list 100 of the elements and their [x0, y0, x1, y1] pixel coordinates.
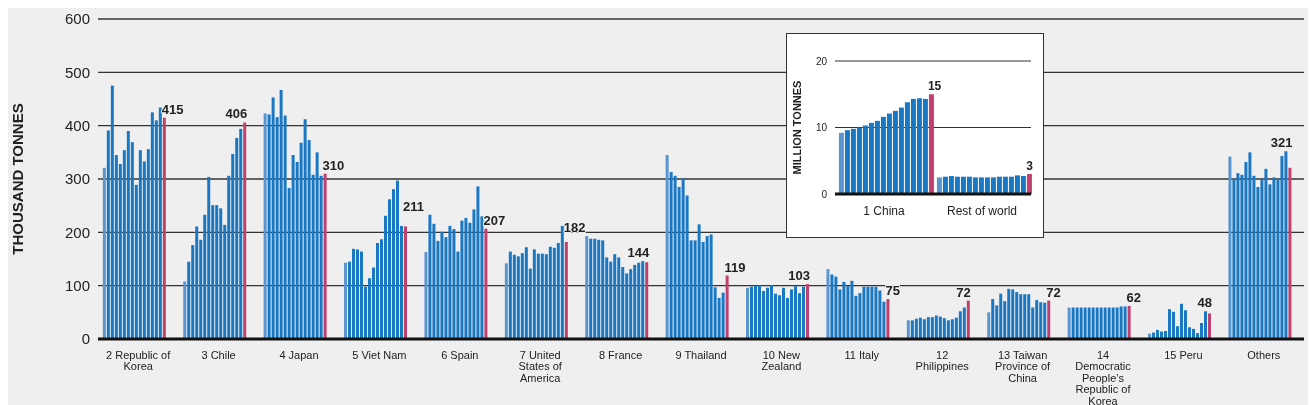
data-label: 207 — [483, 212, 506, 228]
bar — [1079, 307, 1083, 339]
bar — [750, 286, 754, 339]
data-label: 75 — [885, 283, 900, 298]
bar — [207, 176, 211, 339]
bar — [1288, 167, 1292, 339]
bar — [766, 287, 770, 339]
bar — [629, 269, 633, 339]
bar — [1043, 302, 1047, 339]
bar — [665, 155, 669, 339]
bar — [870, 286, 874, 339]
bar — [1099, 307, 1103, 339]
data-label: 48 — [1197, 295, 1213, 311]
bar — [637, 262, 641, 339]
bar — [950, 319, 954, 339]
x-tick-label: 8 France — [598, 348, 643, 361]
bar — [476, 186, 480, 339]
bar — [1095, 307, 1099, 339]
bar — [918, 317, 922, 339]
bar — [279, 89, 283, 339]
bar — [1067, 307, 1071, 339]
bar — [958, 311, 962, 339]
bar — [806, 284, 810, 339]
bar — [516, 256, 520, 339]
bar — [874, 286, 878, 339]
bar — [560, 225, 564, 339]
bar — [396, 180, 400, 339]
bar — [291, 155, 295, 339]
bar — [1228, 156, 1232, 339]
bar — [910, 320, 914, 339]
data-label: 406 — [225, 106, 248, 122]
bar — [613, 254, 617, 339]
x-tick-label: 13 Taiwan Province of China — [995, 348, 1052, 384]
bar — [126, 131, 130, 339]
bar — [1091, 307, 1095, 339]
bar — [1172, 311, 1176, 339]
bar — [754, 285, 758, 339]
data-label: 211 — [403, 198, 425, 214]
bar — [564, 241, 568, 339]
bar — [376, 243, 380, 339]
bar — [548, 246, 552, 339]
bar — [1083, 307, 1087, 339]
x-tick-label: 14 Democratic People’s Republic of Korea — [1075, 348, 1132, 405]
bar — [1047, 300, 1051, 339]
bar — [601, 240, 605, 339]
bar — [725, 275, 729, 339]
bar — [641, 261, 645, 339]
bar — [508, 251, 512, 339]
bar — [1115, 307, 1119, 339]
bar — [1111, 307, 1115, 339]
data-label: 72 — [1046, 284, 1061, 300]
bar — [794, 286, 798, 339]
bar — [1103, 307, 1107, 339]
bar — [1087, 307, 1091, 339]
y-tick-label: 400 — [64, 116, 90, 134]
data-label: 62 — [1126, 289, 1142, 305]
bar — [243, 122, 247, 339]
y-tick-label: 200 — [64, 223, 90, 241]
data-label: 144 — [627, 245, 650, 261]
y-tick-label: 0 — [821, 188, 828, 200]
bar — [782, 287, 786, 339]
x-tick-label: Others — [1247, 348, 1281, 361]
bar — [862, 286, 866, 339]
bar — [1023, 294, 1027, 339]
x-tick-label: 12 Philippines — [915, 348, 970, 373]
bar — [987, 312, 991, 339]
bar — [536, 253, 540, 339]
bar — [1180, 303, 1184, 339]
y-axis-title: THOUSAND TONNES — [9, 103, 27, 255]
bar — [866, 286, 870, 339]
bar — [834, 276, 838, 339]
y-tick-label: 600 — [64, 10, 90, 28]
bar — [524, 247, 528, 339]
bar — [681, 178, 685, 339]
x-tick-label: 3 Chile — [201, 348, 236, 361]
bar — [1027, 294, 1031, 339]
bar — [906, 320, 910, 339]
bar — [540, 253, 544, 339]
bar — [936, 177, 942, 194]
bar — [878, 290, 882, 339]
data-label: 103 — [788, 268, 811, 284]
bar — [424, 252, 428, 339]
x-tick-label: Rest of world — [946, 203, 1018, 218]
bar — [593, 238, 597, 339]
bar — [697, 224, 701, 339]
bar — [484, 228, 488, 339]
y-axis-title: MILLION TONNES — [790, 80, 803, 175]
bar — [440, 231, 444, 339]
x-tick-label: 10 New Zealand — [761, 348, 802, 373]
y-tick-label: 10 — [815, 122, 828, 134]
bar — [344, 262, 348, 339]
bar — [946, 320, 950, 339]
bar — [926, 317, 930, 339]
bar — [138, 150, 142, 339]
x-tick-label: 15 Peru — [1164, 348, 1203, 361]
bar — [758, 285, 762, 339]
bar — [150, 112, 154, 339]
bar — [966, 300, 970, 339]
bar — [356, 249, 360, 339]
bar — [1272, 177, 1276, 339]
